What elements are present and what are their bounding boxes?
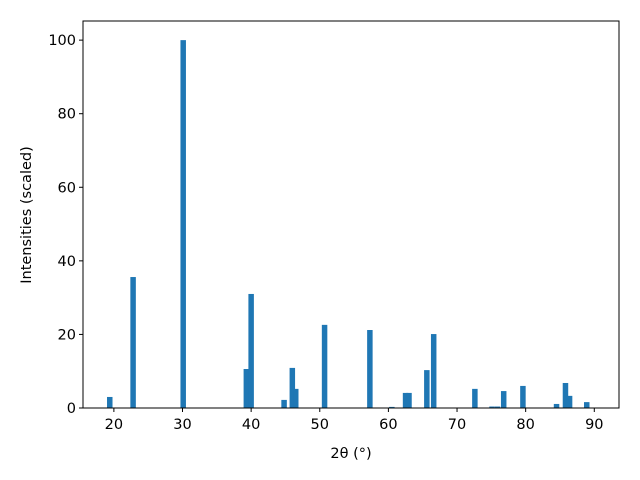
bar [243, 369, 250, 408]
bar [248, 293, 254, 408]
y-tick-label: 20 [58, 327, 76, 343]
bar [293, 388, 299, 408]
x-axis-label: 2θ (°) [330, 446, 371, 462]
x-tick-label: 90 [585, 417, 603, 433]
x-tick-label: 50 [311, 417, 329, 433]
bar [553, 403, 560, 408]
y-tick-label: 80 [58, 107, 76, 123]
y-tick-label: 60 [58, 180, 76, 196]
bar [489, 406, 495, 408]
y-axis-label: Intensities (scaled) [19, 146, 35, 284]
bar [520, 385, 526, 408]
plot-frame [82, 20, 620, 409]
x-tick-label: 80 [516, 417, 534, 433]
x-tick-label: 60 [379, 417, 397, 433]
bar [402, 392, 409, 408]
bar [389, 406, 395, 408]
bar [321, 324, 328, 408]
bar [562, 382, 569, 408]
y-tick-label: 40 [58, 254, 76, 270]
x-tick-label: 20 [105, 417, 123, 433]
bar [566, 395, 573, 408]
bar [289, 367, 296, 408]
y-tick-label: 0 [67, 401, 76, 417]
bar [424, 370, 430, 408]
bar [107, 396, 113, 408]
bar [494, 406, 501, 408]
x-tick-label: 70 [448, 417, 466, 433]
bar [130, 277, 136, 408]
bar [500, 391, 507, 408]
bar [472, 388, 478, 408]
bar [281, 399, 287, 408]
bar [583, 402, 590, 408]
bar [367, 330, 373, 408]
y-tick-label: 100 [48, 33, 76, 49]
bar [430, 334, 437, 408]
x-tick-label: 30 [173, 417, 191, 433]
x-tick-label: 40 [242, 417, 260, 433]
bar [180, 40, 186, 409]
bar [406, 392, 412, 408]
